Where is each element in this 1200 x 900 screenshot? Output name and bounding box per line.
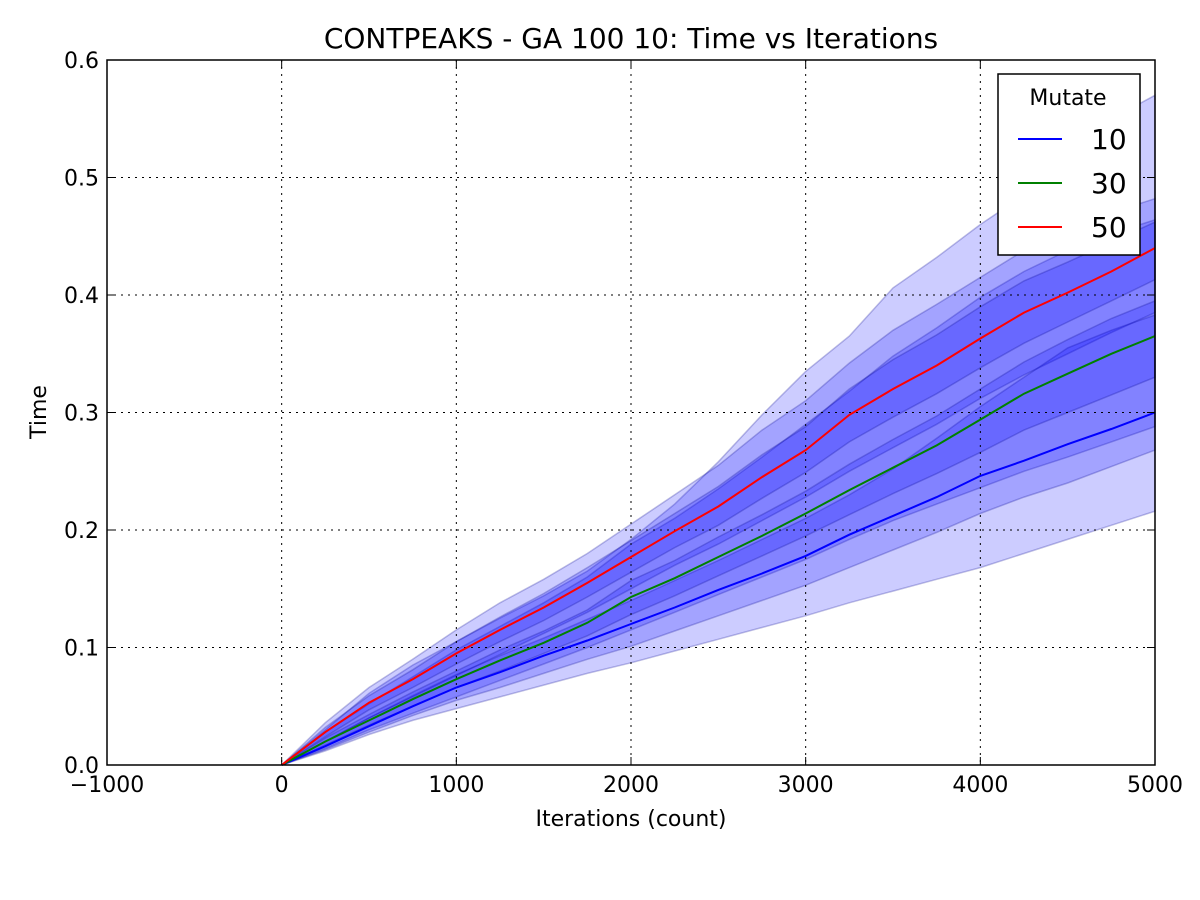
y-tick-label: 0.6 <box>64 49 99 74</box>
x-tick-label: 1000 <box>428 773 484 798</box>
series-10-line <box>281 411 1156 766</box>
legend-label-50: 50 <box>1091 211 1127 244</box>
y-tick-label: 0.0 <box>64 754 99 779</box>
y-tick-label: 0.3 <box>64 402 99 427</box>
x-tick-label: 5000 <box>1127 773 1183 798</box>
legend-label-30: 30 <box>1091 167 1127 200</box>
y-tick-label: 0.4 <box>64 284 99 309</box>
legend-items: 10 30 50 <box>1018 123 1127 244</box>
x-tick-label: −1000 <box>70 773 144 798</box>
y-tick-label: 0.1 <box>64 637 99 662</box>
series-lines <box>281 247 1156 766</box>
y-tick-label: 0.5 <box>64 167 99 192</box>
x-tick-label: 4000 <box>952 773 1008 798</box>
y-tick-label: 0.2 <box>64 519 99 544</box>
legend: Mutate 10 30 50 <box>997 73 1141 256</box>
x-axis-label: Iterations (count) <box>535 807 726 832</box>
legend-title: Mutate <box>1029 86 1106 111</box>
legend-box <box>997 73 1141 256</box>
x-tick-label: 0 <box>275 773 289 798</box>
series-30-line <box>281 335 1156 766</box>
chart-title: CONTPEAKS - GA 100 10: Time vs Iteration… <box>324 22 938 55</box>
legend-label-10: 10 <box>1091 123 1127 156</box>
x-tick-label: 3000 <box>778 773 834 798</box>
axis-ticks: −1000 0 1000 2000 3000 4000 5000 0.0 0.1 0.2 0.3 0.… <box>64 49 1183 798</box>
x-tick-label: 2000 <box>603 773 659 798</box>
y-axis-label: Time <box>27 385 52 440</box>
series-50-line <box>281 247 1156 766</box>
